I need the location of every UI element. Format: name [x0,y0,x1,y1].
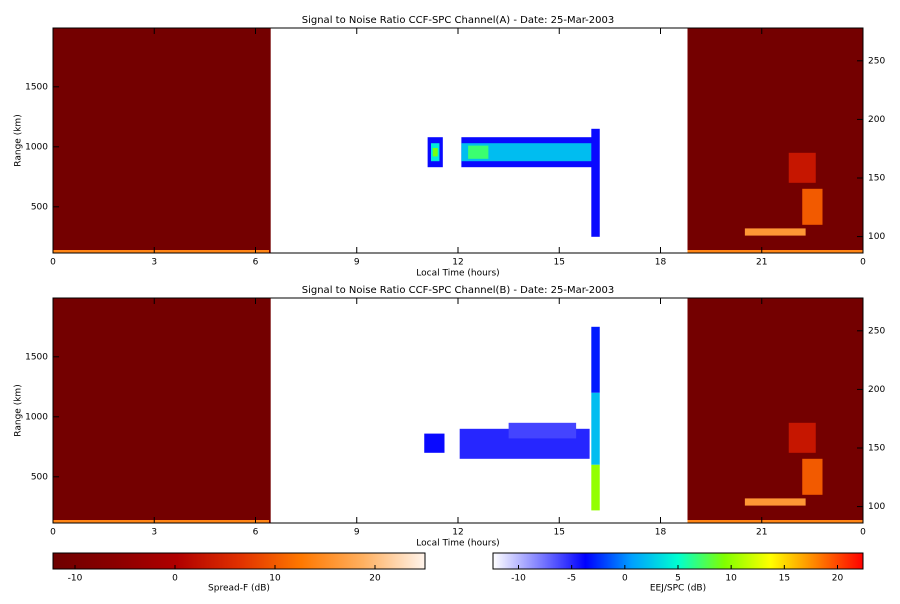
colorbar-tick-label: 20 [832,574,844,584]
heatmap-cell [432,148,438,157]
heatmap-cell [53,28,271,253]
colorbar-tick-label: -10 [511,574,526,584]
heatmap-cell [424,433,445,453]
x-tick-label: 15 [554,528,565,538]
y2-tick-label: 250 [868,326,885,336]
heatmap-cell [744,498,806,506]
heatmap-cell [802,458,823,495]
x-tick-label: 3 [151,528,157,538]
y-tick-label: 1000 [25,142,48,152]
x-tick-label: 0 [860,528,866,538]
y2-tick-label: 150 [868,174,885,184]
colorbar-tick-label: 20 [369,574,381,584]
heatmap-cell [591,326,600,393]
x-tick-label: 15 [554,258,565,268]
x-tick-label: 21 [756,528,767,538]
y2-tick-label: 200 [868,385,885,395]
heatmap-cell [508,422,577,439]
heatmap-cell [53,298,271,523]
heatmap-cell [788,152,816,183]
colorbar-tick-label: -5 [567,574,576,584]
y-tick-label: 500 [31,202,48,212]
colorbar-tick-label: 15 [779,574,790,584]
x-tick-label: 6 [253,528,259,538]
heatmap-cell [468,145,489,159]
colorbar-tick-label: 0 [172,574,178,584]
colorbar-tick-label: 10 [725,574,737,584]
y2-tick-label: 100 [868,502,885,512]
heatmap-cell [591,464,600,511]
y-axis-label: Range (km) [14,114,24,166]
x-tick-label: 6 [253,258,259,268]
heatmap-cell [591,128,600,237]
colorbar-label: EEJ/SPC (dB) [650,584,706,594]
heatmap-cell [53,250,269,253]
heatmap-cell [744,228,806,236]
x-axis-label: Local Time (hours) [416,269,499,279]
x-axis-label: Local Time (hours) [416,539,499,549]
heatmap-cell [687,520,863,523]
x-tick-label: 12 [452,258,463,268]
x-tick-label: 0 [50,258,56,268]
colorbar-tick-label: 10 [269,574,281,584]
colorbar-tick-label: 5 [675,574,681,584]
y-tick-label: 1000 [25,412,48,422]
y2-tick-label: 150 [868,444,885,454]
x-tick-label: 18 [655,258,667,268]
heatmap-cell [788,422,816,453]
chart-title: Signal to Noise Ratio CCF-SPC Channel(B)… [302,285,615,296]
x-tick-label: 9 [354,528,360,538]
colorbar-tick-label: 0 [622,574,628,584]
x-tick-label: 3 [151,258,157,268]
heatmap-cell [687,28,863,253]
heatmap-cell [591,392,600,465]
x-tick-label: 12 [452,528,463,538]
x-tick-label: 18 [655,528,667,538]
y-axis-label: Range (km) [14,384,24,436]
colorbar [52,552,426,570]
y-tick-label: 500 [31,472,48,482]
colorbar-label: Spread-F (dB) [208,584,270,594]
colorbar-tick-label: -10 [68,574,83,584]
x-tick-label: 9 [354,258,360,268]
y2-tick-label: 100 [868,232,885,242]
x-tick-label: 21 [756,258,767,268]
y2-tick-label: 250 [868,56,885,66]
heatmap-cell [687,298,863,523]
y-tick-label: 1500 [25,82,48,92]
heatmap-cell [461,143,597,162]
heatmap-cell [53,520,269,523]
x-tick-label: 0 [50,528,56,538]
y2-tick-label: 200 [868,115,885,125]
x-tick-label: 0 [860,258,866,268]
chart-title: Signal to Noise Ratio CCF-SPC Channel(A)… [302,15,614,26]
heatmap-cell [802,188,823,225]
heatmap-cell [687,250,863,253]
y-tick-label: 1500 [25,352,48,362]
